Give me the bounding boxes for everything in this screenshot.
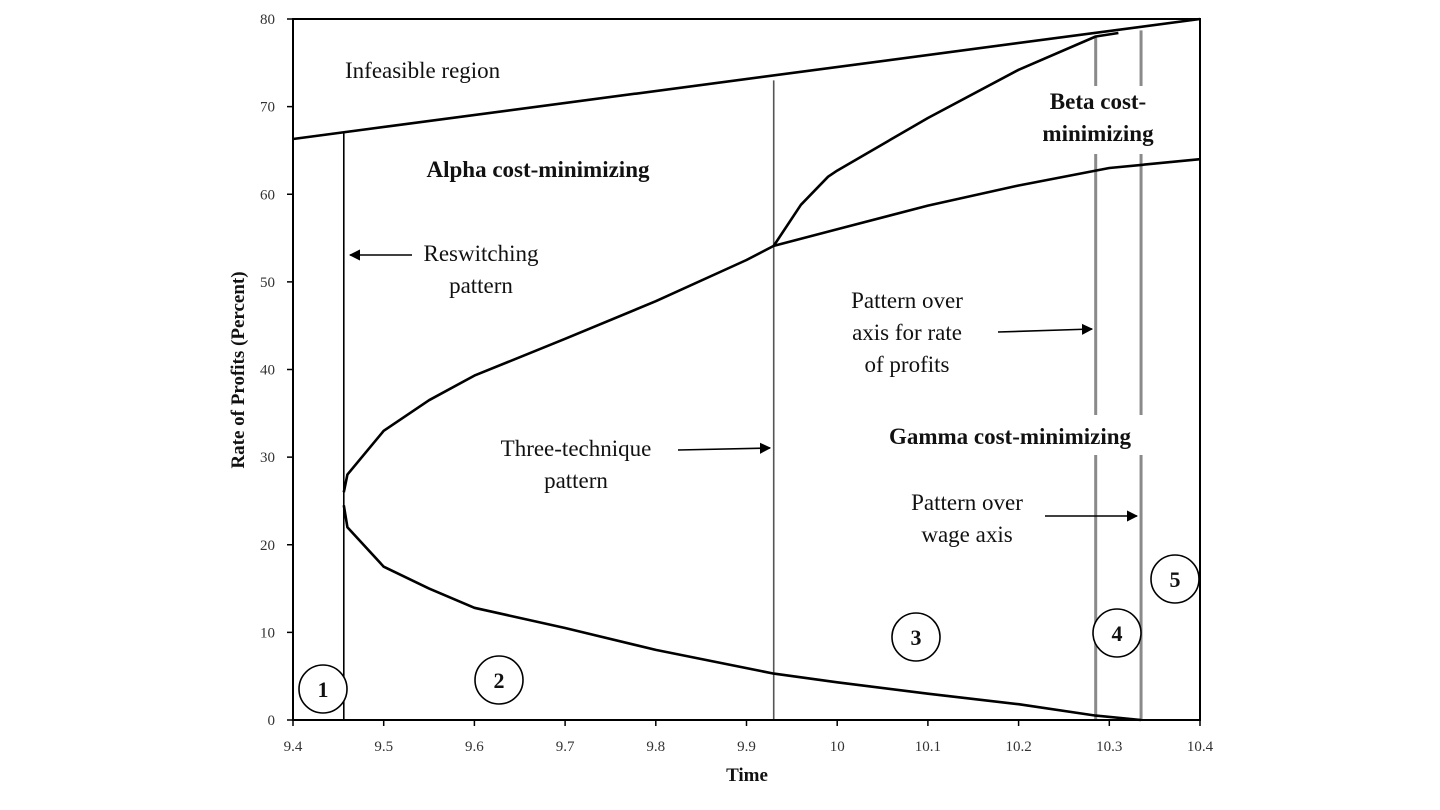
gamma-region-label: Gamma cost-minimizing [889,424,1132,449]
x-tick-label: 9.8 [646,739,665,755]
svg-text:5: 5 [1170,567,1181,592]
y-tick-label: 20 [260,538,275,554]
y-tick-label: 50 [260,275,275,291]
rate-axis-pattern-label-line2: axis for rate [852,320,962,345]
series-line-4 [772,31,1119,247]
infeasible-region-label: Infeasible region [345,58,501,83]
series-line-2 [342,157,1201,493]
three-technique-arrow [677,442,772,454]
y-axis-ticks: 0 10 20 30 40 50 60 70 80 [260,12,293,729]
x-tick-label: 9.5 [374,739,393,755]
wage-axis-pattern-label-line2: wage axis [921,522,1012,547]
y-tick-label: 40 [260,363,275,379]
x-tick-label: 10.2 [1005,739,1031,755]
beta-region-label-line2: minimizing [1042,121,1154,146]
reswitching-label-line2: pattern [449,273,513,298]
x-axis-title: Time [726,765,768,786]
beta-label-mask [1030,86,1170,154]
x-tick-label: 9.9 [737,739,756,755]
rate-axis-pattern-arrow [997,323,1094,335]
svg-text:3: 3 [911,625,922,650]
x-tick-label: 10.1 [915,739,941,755]
x-tick-label: 10.3 [1096,739,1122,755]
three-technique-label-line2: pattern [544,468,608,493]
y-axis-title: Rate of Profits (Percent) [228,271,249,468]
region-marker-1: 1 [298,664,348,714]
x-tick-label: 10 [830,739,845,755]
rate-axis-pattern-label-line1: Pattern over [851,288,963,313]
y-tick-label: 30 [260,450,275,466]
y-tick-label: 70 [260,100,275,116]
y-tick-label: 10 [260,625,275,641]
y-tick-label: 0 [268,713,276,729]
gamma-label-mask [860,415,1160,455]
region-marker-3: 3 [891,612,941,662]
svg-text:1: 1 [318,677,329,702]
plot-layer [292,17,1201,722]
alpha-region-label: Alpha cost-minimizing [427,157,650,182]
series-line-3 [342,505,1142,722]
region-marker-4: 4 [1092,608,1142,658]
y-tick-label: 80 [260,12,275,28]
reswitching-label-line1: Reswitching [424,241,539,266]
rate-axis-pattern-label-line3: of profits [865,352,950,377]
x-tick-label: 9.6 [465,739,484,755]
x-axis-ticks: 9.4 9.5 9.6 9.7 9.8 9.9 10 10.1 10.2 10.3 10.4 [284,720,1214,755]
region-marker-5: 5 [1150,554,1200,604]
beta-region-label-line1: Beta cost- [1050,89,1146,114]
x-tick-label: 9.7 [556,739,575,755]
y-tick-label: 60 [260,187,275,203]
x-tick-label: 10.4 [1187,739,1214,755]
svg-text:2: 2 [494,668,505,693]
svg-text:4: 4 [1112,621,1123,646]
x-tick-label: 9.4 [284,739,303,755]
series-line-1 [292,17,1201,141]
wage-axis-pattern-label-line1: Pattern over [911,490,1023,515]
region-marker-2: 2 [474,655,524,705]
three-technique-label-line1: Three-technique [501,436,652,461]
